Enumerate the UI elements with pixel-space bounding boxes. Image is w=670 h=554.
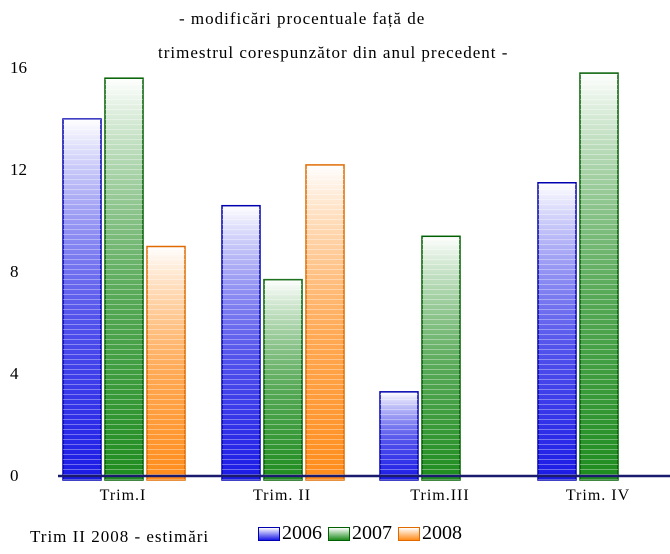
x-category-label: Trim.I <box>100 487 147 504</box>
y-tick-label: 12 <box>10 160 27 179</box>
bar-stripes-2007-3 <box>580 73 618 480</box>
bar-stripes-2008-0 <box>147 246 185 480</box>
bar-stripes-2006-1 <box>222 205 260 480</box>
y-axis-ticks: 0 4 8 12 16 <box>10 58 27 485</box>
legend-swatch <box>258 526 280 541</box>
legend: 2006 2007 2008 <box>258 522 462 545</box>
bar-stripes-2006-3 <box>538 182 576 480</box>
bar-stripes-2006-0 <box>63 119 101 480</box>
legend-label: 2006 <box>282 522 322 544</box>
x-axis-labels: Trim.I Trim. II Trim.III Trim. IV <box>100 487 630 504</box>
legend-swatch <box>328 526 350 541</box>
legend-item-2008: 2008 <box>398 522 462 545</box>
y-tick-label: 16 <box>10 58 27 77</box>
bars-group <box>62 72 619 481</box>
x-category-label: Trim. II <box>253 487 311 504</box>
bar-stripes-2007-0 <box>105 78 143 480</box>
x-category-label: Trim. IV <box>566 487 630 504</box>
y-tick-label: 4 <box>10 364 19 383</box>
chart-title-line-2: trimestrul corespunzător din anul preced… <box>158 43 509 62</box>
legend-swatch <box>398 526 420 541</box>
legend-label: 2008 <box>422 522 462 544</box>
legend-item-2006: 2006 <box>258 522 322 545</box>
estimate-note: Trim II 2008 - estimări <box>30 527 210 546</box>
chart-title-line-1: - modificări procentuale față de <box>179 9 426 28</box>
legend-item-2007: 2007 <box>328 522 392 545</box>
y-tick-label: 0 <box>10 466 19 485</box>
y-tick-label: 8 <box>10 262 19 281</box>
bar-stripes-2006-2 <box>380 391 418 480</box>
bar-chart: 0 4 8 12 16 Trim.I Trim. II Trim.III Trim. IV <box>10 58 670 504</box>
legend-label: 2007 <box>352 522 392 544</box>
x-category-label: Trim.III <box>410 487 469 504</box>
bar-stripes-2008-1 <box>306 164 344 480</box>
bar-stripes-2007-2 <box>422 236 460 480</box>
bar-stripes-2007-1 <box>264 279 302 480</box>
